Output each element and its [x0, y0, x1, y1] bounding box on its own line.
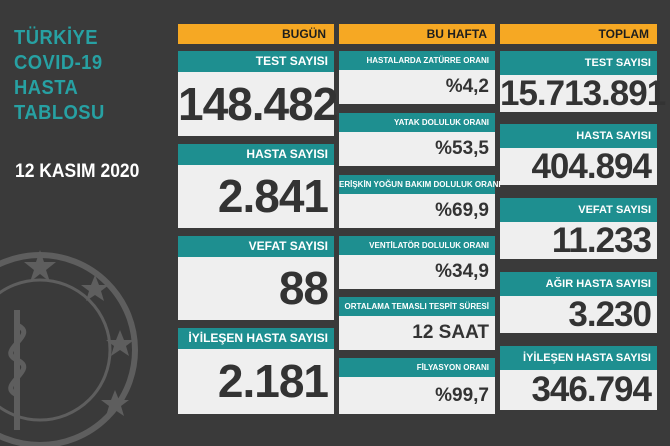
week-icu-occupancy-label: ERİŞKİN YOĞUN BAKIM DOLULUK ORANI: [339, 175, 501, 194]
header-total: TOPLAM: [500, 24, 657, 44]
ministry-emblem-icon: [0, 250, 138, 446]
week-filiation-label: FİLYASYON ORANI: [339, 358, 495, 377]
today-death-value: 88: [178, 257, 334, 320]
week-contact-time-label: ORTALAMA TEMASLI TESPİT SÜRESİ: [339, 297, 495, 316]
header-week: BU HAFTA: [339, 24, 495, 44]
today-death-label: VEFAT SAYISI: [178, 236, 334, 257]
total-case-value: 404.894: [500, 148, 657, 185]
total-death-value: 11.233: [500, 222, 657, 259]
today-recovered-label: İYİLEŞEN HASTA SAYISI: [178, 328, 334, 349]
total-severe-label: AĞIR HASTA SAYISI: [500, 272, 657, 296]
page-title: TÜRKİYE COVID-19 HASTA TABLOSU: [14, 27, 105, 124]
today-test-value: 148.482: [178, 72, 338, 136]
today-case-value: 2.841: [178, 165, 334, 228]
today-case-label: HASTA SAYISI: [178, 144, 334, 165]
total-recovered-value: 346.794: [500, 370, 657, 410]
week-pneumonia-value: %4,2: [339, 70, 495, 104]
week-bed-occupancy-label: YATAK DOLULUK ORANI: [339, 113, 495, 132]
week-pneumonia-label: HASTALARDA ZATÜRRE ORANI: [339, 51, 495, 70]
header-today: BUGÜN: [178, 24, 334, 44]
week-ventilator-label: VENTİLATÖR DOLULUK ORANI: [339, 236, 495, 255]
total-case-label: HASTA SAYISI: [500, 124, 657, 148]
total-death-label: VEFAT SAYISI: [500, 198, 657, 222]
total-test-value: 15.713.891: [500, 74, 666, 113]
total-test-label: TEST SAYISI: [500, 51, 657, 75]
total-severe-value: 3.230: [500, 296, 657, 333]
week-filiation-value: %99,7: [339, 377, 495, 414]
today-recovered-value: 2.181: [178, 349, 334, 414]
week-ventilator-value: %34,9: [339, 255, 495, 289]
week-contact-time-value: 12 SAAT: [339, 316, 495, 350]
week-icu-occupancy-value: %69,9: [339, 194, 495, 228]
week-bed-occupancy-value: %53,5: [339, 132, 495, 166]
report-date: 12 KASIM 2020: [15, 161, 140, 182]
today-test-label: TEST SAYISI: [178, 51, 334, 72]
total-recovered-label: İYİLEŞEN HASTA SAYISI: [500, 346, 657, 370]
